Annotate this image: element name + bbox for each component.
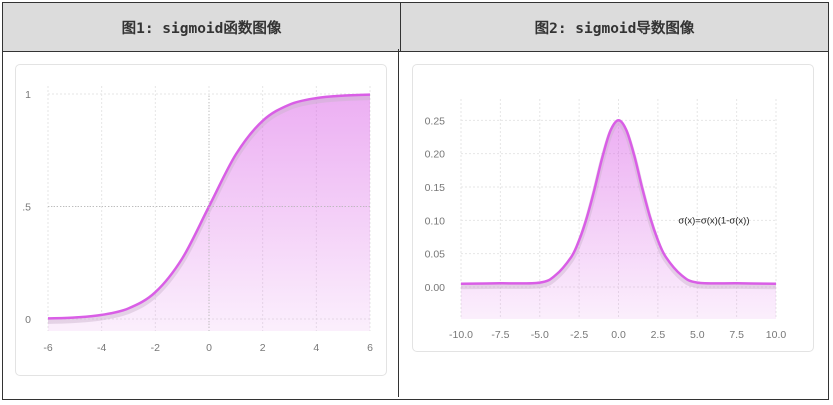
x-tick-label: -7.5 (491, 329, 509, 341)
series-line (47, 93, 371, 320)
column-divider (398, 49, 399, 397)
x-tick-label: 2.5 (651, 329, 666, 341)
y-tick-label: 0.25 (425, 115, 446, 127)
series-area (461, 120, 776, 319)
y-tick-label: .5 (22, 202, 31, 214)
sigmoid-derivative-chart-card: 0.00 0.05 0.10 0.15 0.20 0.25 -10.0 -7.5 -5.0 -2.… (412, 64, 814, 352)
right-header: 图2: sigmoid导数图像 (401, 3, 828, 52)
y-tick-label: 0 (25, 314, 31, 326)
x-tick-label: -10.0 (449, 329, 473, 341)
x-tick-label: -2 (151, 342, 160, 354)
y-tick-label: 1 (25, 89, 31, 101)
x-tick-label: 10.0 (766, 329, 787, 341)
left-header: 图1: sigmoid函数图像 (3, 3, 401, 52)
x-tick-label: 6 (367, 342, 373, 354)
x-tick-label: 2 (260, 342, 266, 354)
y-tick-label: 0.05 (425, 249, 446, 261)
series-area (48, 94, 370, 331)
x-tick-label: 5.0 (690, 329, 705, 341)
x-tick-label: 0.0 (611, 329, 626, 341)
x-tick-label: -5.0 (531, 329, 549, 341)
figure-table: 图1: sigmoid函数图像 图2: sigmoid导数图像 (2, 2, 829, 400)
formula-annotation: σ(x)=σ(x)(1-σ(x)) (678, 215, 749, 226)
x-tick-label: 7.5 (729, 329, 744, 341)
x-tick-label: 4 (313, 342, 319, 354)
sigmoid-chart-card: 0 .5 1 -6 -4 -2 0 2 4 6 (15, 64, 387, 376)
y-tick-label: 0.00 (425, 282, 446, 294)
x-tick-label: -2.5 (570, 329, 588, 341)
sigmoid-chart: 0 .5 1 -6 -4 -2 0 2 4 6 (22, 86, 373, 354)
x-tick-label: -4 (97, 342, 106, 354)
sigmoid-derivative-chart: 0.00 0.05 0.10 0.15 0.20 0.25 -10.0 -7.5 -5.0 -2.… (425, 99, 787, 341)
x-tick-label: 0 (206, 342, 212, 354)
series-shadow (47, 95, 371, 324)
x-tick-label: -6 (43, 342, 52, 354)
y-tick-label: 0.15 (425, 182, 446, 194)
series-line (460, 119, 777, 285)
y-tick-label: 0.20 (425, 149, 446, 161)
series-shadow (460, 120, 777, 290)
y-tick-label: 0.10 (425, 215, 446, 227)
